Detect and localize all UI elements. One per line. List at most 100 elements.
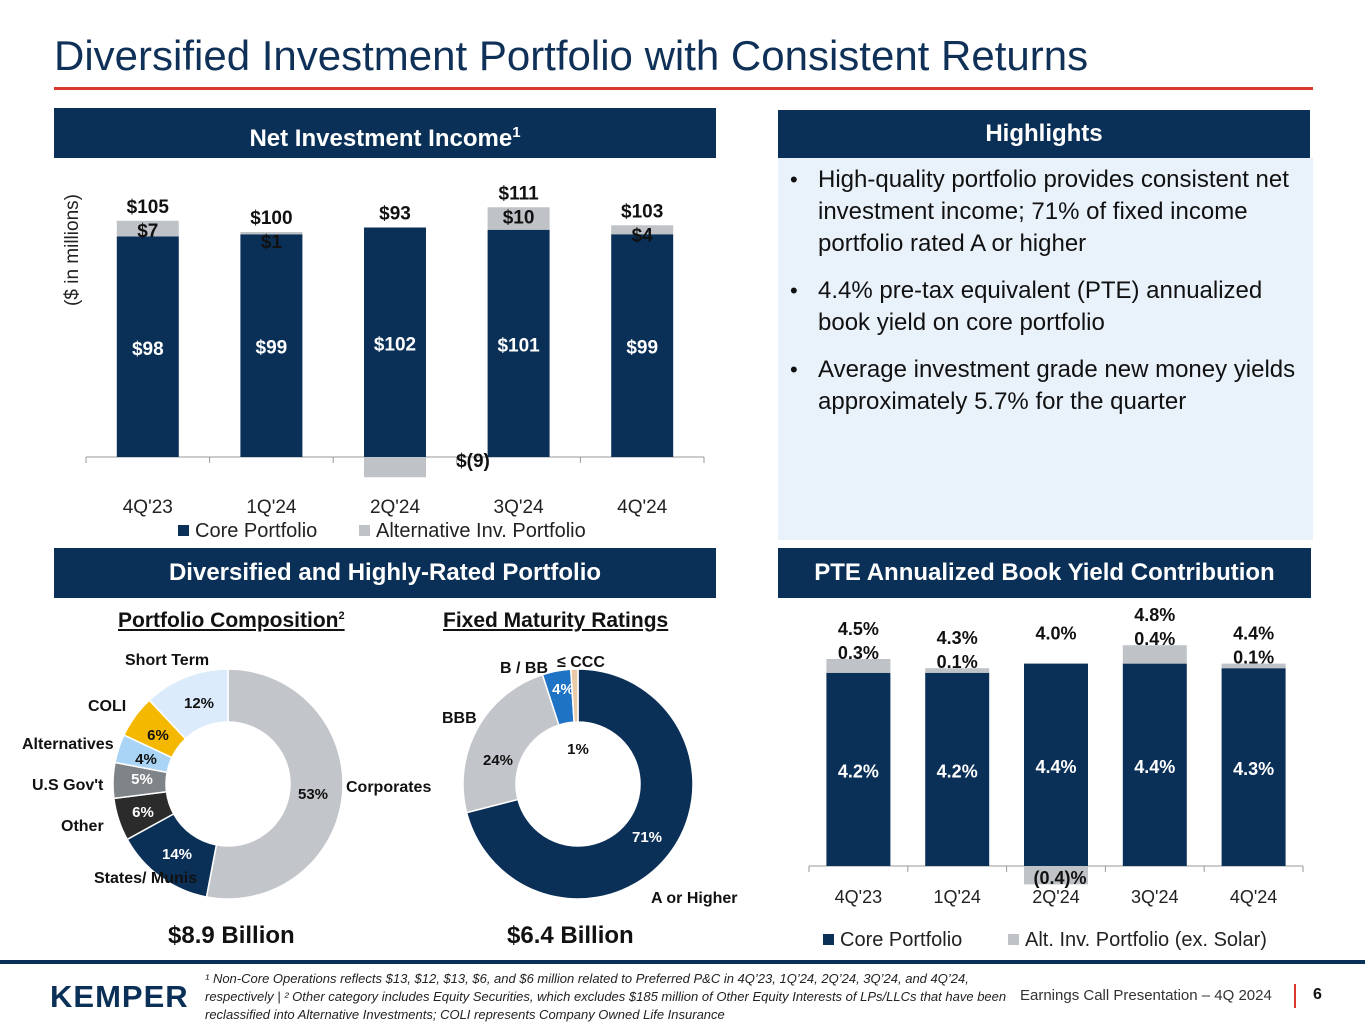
total-label: $93 (379, 204, 411, 225)
alt-bar (1221, 663, 1286, 669)
alt-bar (611, 225, 674, 235)
x-tick-label: 3Q'24 (1131, 887, 1178, 907)
core-value-label: 4.3% (1233, 759, 1274, 779)
slice-name-label: ≤ CCC (557, 654, 605, 671)
alt-bar (364, 457, 426, 478)
x-tick-label: 4Q'23 (123, 497, 173, 518)
core-bar (925, 672, 990, 866)
alt-value-label: $1 (261, 232, 283, 253)
core-value-label: $98 (132, 339, 164, 360)
slice-name-label: B / BB (500, 660, 548, 677)
pte-header: PTE Annualized Book Yield Contribution (778, 548, 1311, 598)
core-bar (487, 229, 550, 457)
footnote: ¹ Non-Core Operations reflects $13, $12,… (205, 971, 1007, 1022)
y-axis-label: ($ in millions) (62, 194, 83, 306)
core-value-label: 4.4% (1035, 757, 1076, 777)
legend-label: Alt. Inv. Portfolio (ex. Solar) (1025, 929, 1267, 951)
slice-name-label: States/ Munis (94, 870, 197, 887)
slice-value-label: 12% (184, 695, 214, 712)
slice-name-label: Corporates (346, 779, 431, 796)
highlight-bullet: High-quality portfolio provides consiste… (790, 164, 1301, 260)
slice-value-label: 53% (298, 786, 328, 803)
legend-label: Core Portfolio (840, 929, 962, 951)
alt-value-label: $10 (503, 207, 535, 228)
nii-header-footnote: 1 (512, 124, 521, 141)
legend-swatch (359, 525, 370, 536)
core-value-label: $102 (374, 334, 416, 355)
page-number: 6 (1313, 986, 1322, 1003)
alt-value-label: 0.3% (838, 643, 879, 663)
core-bar (240, 234, 303, 457)
donut-slice (148, 668, 229, 740)
alt-bar (487, 207, 550, 230)
donut-slice (462, 673, 560, 814)
alt-bar (1024, 866, 1088, 885)
title-underline (54, 87, 1313, 90)
core-bar (116, 236, 179, 457)
slice-name-label: Short Term (125, 652, 209, 669)
nii-header-text: Net Investment Income (249, 125, 513, 152)
slice-value-label: 4% (552, 681, 574, 698)
composition-title: Portfolio Composition2 (118, 609, 345, 633)
highlight-bullet: Average investment grade new money yield… (790, 354, 1301, 418)
alt-value-label: 0.4% (1134, 629, 1175, 649)
nii-header: Net Investment Income1 (54, 108, 716, 158)
legend-label: Core Portfolio (195, 520, 317, 542)
core-value-label: $99 (626, 338, 658, 359)
total-label: $103 (621, 201, 663, 222)
legend-swatch (823, 934, 834, 945)
alt-bar (826, 659, 891, 673)
x-tick-label: 1Q'24 (246, 497, 297, 518)
slice-name-label: BBB (442, 710, 477, 727)
legend-swatch (1008, 934, 1019, 945)
alt-value-label: 0.1% (937, 652, 978, 672)
presentation-label: Earnings Call Presentation – 4Q 2024 (1020, 987, 1272, 1004)
x-tick-label: 4Q'24 (617, 497, 668, 518)
legend-swatch (178, 525, 189, 536)
total-label: $111 (499, 183, 540, 204)
donut-slice (569, 668, 579, 723)
footer-divider (1294, 984, 1296, 1008)
page-title: Diversified Investment Portfolio with Co… (54, 32, 1089, 79)
alt-value-label: 0.1% (1233, 648, 1274, 668)
diversified-header: Diversified and Highly-Rated Portfolio (54, 548, 716, 598)
core-bar (364, 227, 426, 457)
highlight-bullet: 4.4% pre-tax equivalent (PTE) annualized… (790, 275, 1301, 339)
alt-bar (1122, 645, 1187, 664)
slice-value-label: 4% (135, 751, 157, 768)
slice-name-label: A or Higher (651, 890, 738, 907)
ratings-title: Fixed Maturity Ratings (443, 609, 669, 632)
slice-name-label: Alternatives (22, 736, 114, 753)
slice-value-label: 6% (147, 727, 169, 744)
composition-footnote: 2 (338, 610, 345, 622)
slice-name-label: U.S Gov't (32, 777, 104, 794)
total-label: $105 (127, 197, 170, 218)
core-bar (1122, 663, 1187, 866)
total-label: 4.4% (1233, 624, 1274, 644)
core-bar (826, 672, 891, 866)
slice-value-label: 71% (632, 829, 662, 846)
slice-value-label: 14% (162, 846, 192, 863)
x-tick-label: 3Q'24 (494, 497, 545, 518)
footer-band (0, 960, 1365, 964)
alt-bar (240, 232, 303, 235)
slice-value-label: 5% (131, 771, 153, 788)
total-label: 4.3% (937, 628, 978, 648)
slice-value-label: 24% (483, 752, 513, 769)
core-bar (611, 234, 674, 457)
total-label: 4.5% (838, 619, 879, 639)
core-value-label: 4.2% (937, 761, 978, 781)
alt-bar (925, 668, 990, 673)
x-tick-label: 4Q'24 (1230, 887, 1277, 907)
total-label: 4.8% (1134, 605, 1175, 625)
legend-label: Alternative Inv. Portfolio (376, 520, 586, 542)
slice-name-label: COLI (88, 698, 126, 715)
x-tick-label: 4Q'23 (835, 887, 882, 907)
core-value-label: 4.2% (838, 761, 879, 781)
x-tick-label: 2Q'24 (370, 497, 421, 518)
alt-value-label: $4 (632, 225, 654, 246)
core-value-label: $99 (256, 338, 288, 359)
core-bar (1221, 668, 1286, 866)
composition-title-text: Portfolio Composition (118, 609, 339, 632)
